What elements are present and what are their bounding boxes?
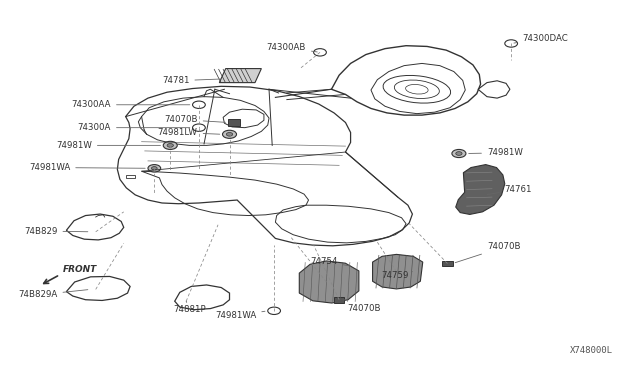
Text: 74070B: 74070B [344,300,381,313]
Circle shape [227,132,233,136]
Polygon shape [456,164,505,214]
Text: 74070B: 74070B [455,243,520,263]
Circle shape [163,141,177,150]
Text: 74300AB: 74300AB [267,43,317,52]
Circle shape [167,144,173,147]
Text: 74300AA: 74300AA [72,100,190,109]
Circle shape [456,152,462,155]
Text: 74981WA: 74981WA [29,163,145,172]
Text: 74881P: 74881P [173,301,206,314]
Bar [442,260,452,266]
Text: 74B829A: 74B829A [18,290,88,299]
Circle shape [148,164,161,172]
Polygon shape [300,261,359,303]
Text: 74981W: 74981W [56,141,161,150]
Text: 74300A: 74300A [77,123,190,132]
Text: 74070B: 74070B [164,115,225,124]
Text: 74981W: 74981W [468,148,523,157]
Text: 74781: 74781 [162,76,220,85]
Polygon shape [372,254,423,289]
Text: FRONT: FRONT [63,265,97,274]
Text: 74759: 74759 [381,271,412,280]
Text: X748000L: X748000L [570,346,613,355]
Bar [228,119,240,126]
Polygon shape [220,68,261,83]
Text: 74300DAC: 74300DAC [514,34,568,43]
Circle shape [223,130,237,138]
Bar [334,297,344,303]
Circle shape [452,150,466,158]
Text: 74B829: 74B829 [24,227,88,235]
Text: 74981LW: 74981LW [158,128,220,137]
Text: 74981WA: 74981WA [215,311,265,320]
Text: 74761: 74761 [487,185,532,195]
Circle shape [152,167,157,170]
Text: 74754: 74754 [310,257,350,266]
